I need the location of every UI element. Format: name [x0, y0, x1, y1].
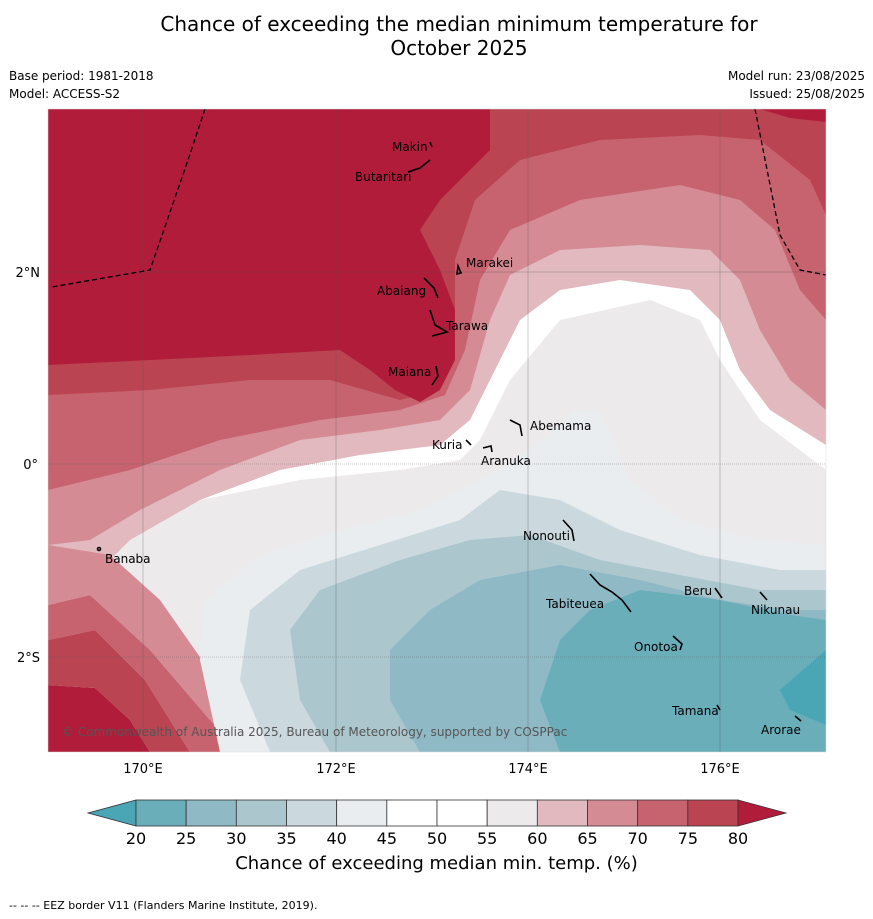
place-tabiteuea: Tabiteuea [545, 597, 604, 611]
latitude-labels: 2°N 0° 2°S [16, 266, 41, 666]
colorbar-extend-low [86, 799, 137, 827]
colorbar-tick-label: 40 [326, 829, 346, 848]
place-kuria: Kuria [432, 438, 463, 452]
colorbar-segment [637, 799, 689, 827]
band-20-25 [540, 590, 826, 752]
lon-label-172e: 172°E [316, 762, 356, 777]
colorbar-label: Chance of exceeding median min. temp. (%… [235, 853, 638, 874]
colorbar-segment [336, 799, 388, 827]
band-75-80-sw [48, 630, 190, 752]
colorbar-tick-label: 35 [276, 829, 296, 848]
colorbar-tick-label: 25 [176, 829, 196, 848]
place-nonouti: Nonouti [523, 529, 570, 543]
colorbar-segment [687, 799, 739, 827]
colorbar-tick-label: 75 [678, 829, 698, 848]
band-80-plus [48, 109, 490, 402]
lat-label-2n: 2°N [16, 266, 41, 281]
place-beru: Beru [684, 584, 712, 598]
colorbar-segment [536, 799, 588, 827]
probability-contours [48, 109, 826, 752]
colorbar-tick-label: 55 [477, 829, 497, 848]
lon-label-170e: 170°E [123, 762, 163, 777]
colorbar: 20 25 30 35 40 45 50 55 60 65 70 75 80 [86, 799, 788, 848]
band-below-20 [780, 650, 826, 725]
island-outlines [96, 141, 802, 722]
place-maiana: Maiana [388, 365, 431, 379]
place-tarawa: Tarawa [445, 319, 488, 333]
place-onotoa: Onotoa [634, 640, 678, 654]
place-tamana: Tamana [671, 704, 719, 718]
place-aranuka: Aranuka [481, 454, 531, 468]
colorbar-segment [286, 799, 338, 827]
colorbar-tick-label: 30 [226, 829, 246, 848]
colorbar-tick-label: 45 [377, 829, 397, 848]
band-80-plus-ne [760, 109, 826, 122]
place-abaiang: Abaiang [377, 284, 426, 298]
colorbar-segment [386, 799, 438, 827]
colorbar-tick-label: 60 [527, 829, 547, 848]
colorbar-tick-label: 20 [126, 829, 146, 848]
colorbar-extend-high [737, 799, 788, 827]
title-line-2: October 2025 [390, 36, 528, 60]
copyright-notice: © Commonwealth of Australia 2025, Bureau… [62, 725, 567, 739]
place-nikunau: Nikunau [751, 603, 800, 617]
colorbar-segment [486, 799, 538, 827]
issued-date: Issued: 25/08/2025 [749, 87, 865, 101]
graticule [48, 109, 826, 752]
place-abemama: Abemama [530, 419, 591, 433]
place-marakei: Marakei [466, 256, 513, 270]
model-run-date: Model run: 23/08/2025 [727, 69, 865, 83]
colorbar-tick-label: 70 [627, 829, 647, 848]
place-banaba: Banaba [105, 552, 151, 566]
place-labels: Makin Butaritari Marakei Abaiang Tarawa … [105, 140, 801, 737]
colorbar-segment [135, 799, 187, 827]
lat-label-2s: 2°S [17, 651, 40, 666]
band-80-plus-sw [48, 685, 150, 752]
place-makin: Makin [392, 140, 428, 154]
colorbar-segment [235, 799, 287, 827]
longitude-labels: 170°E 172°E 174°E 176°E [123, 762, 740, 777]
base-period: Base period: 1981-2018 [9, 69, 154, 83]
lon-label-174e: 174°E [508, 762, 548, 777]
model-name: Model: ACCESS-S2 [9, 87, 121, 101]
map-title: Chance of exceeding the median minimum t… [0, 12, 873, 60]
colorbar-segment [185, 799, 237, 827]
place-butaritari: Butaritari [355, 170, 412, 184]
eez-border [51, 109, 826, 288]
eez-footnote: -- -- -- EEZ border V11 (Flanders Marine… [9, 899, 318, 912]
colorbar-tick-label: 50 [427, 829, 447, 848]
place-arorae: Arorae [761, 723, 801, 737]
title-line-1: Chance of exceeding the median minimum t… [160, 12, 758, 36]
map-frame [47, 108, 827, 753]
colorbar-tick-label: 65 [577, 829, 597, 848]
colorbar-segment [436, 799, 488, 827]
band-70-75-sw [48, 595, 240, 752]
lon-label-176e: 176°E [700, 762, 740, 777]
lat-label-0: 0° [23, 458, 38, 473]
colorbar-tick-label: 80 [728, 829, 748, 848]
colorbar-segment [587, 799, 639, 827]
